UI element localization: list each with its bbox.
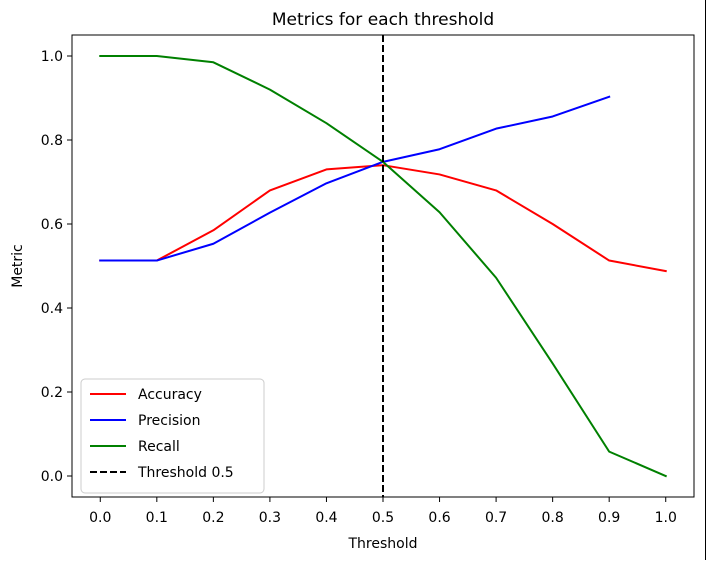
y-tick-label: 0.4 bbox=[41, 301, 63, 317]
x-tick-label: 0.3 bbox=[259, 510, 281, 526]
legend-label: Threshold 0.5 bbox=[137, 465, 234, 481]
y-axis-label: Metric bbox=[10, 244, 26, 288]
x-tick-label: 0.9 bbox=[598, 510, 620, 526]
y-tick-label: 1.0 bbox=[41, 49, 63, 65]
x-tick-label: 0.7 bbox=[485, 510, 507, 526]
legend: Accuracy Precision Recall Threshold 0.5 bbox=[80, 378, 265, 494]
y-tick-label: 0.8 bbox=[41, 133, 63, 149]
y-tick-label: 0.2 bbox=[41, 385, 63, 401]
legend-box bbox=[80, 378, 265, 494]
x-tick-label: 1.0 bbox=[655, 510, 677, 526]
series-line-precision bbox=[99, 95, 611, 262]
x-tick-label: 0.0 bbox=[89, 510, 111, 526]
legend-label: Precision bbox=[138, 413, 200, 429]
legend-label: Recall bbox=[138, 439, 180, 455]
legend-label: Accuracy bbox=[138, 387, 202, 403]
x-axis-label: Threshold bbox=[348, 536, 418, 552]
chart-title: Metrics for each threshold bbox=[272, 10, 494, 30]
y-tick-label: 0.0 bbox=[41, 469, 63, 485]
x-tick-label: 0.4 bbox=[315, 510, 337, 526]
x-tick-label: 0.8 bbox=[542, 510, 564, 526]
x-tick-label: 0.1 bbox=[146, 510, 168, 526]
x-tick-label: 0.2 bbox=[202, 510, 224, 526]
plot-area: 0.0 0.1 0.2 0.3 0.4 0.5 0.6 0.7 0.8 0.9 1.0 0.0 0.2 0… bbox=[41, 34, 695, 526]
x-tick-label: 0.5 bbox=[372, 510, 394, 526]
y-tick-label: 0.6 bbox=[41, 217, 63, 233]
x-tick-label: 0.6 bbox=[428, 510, 450, 526]
